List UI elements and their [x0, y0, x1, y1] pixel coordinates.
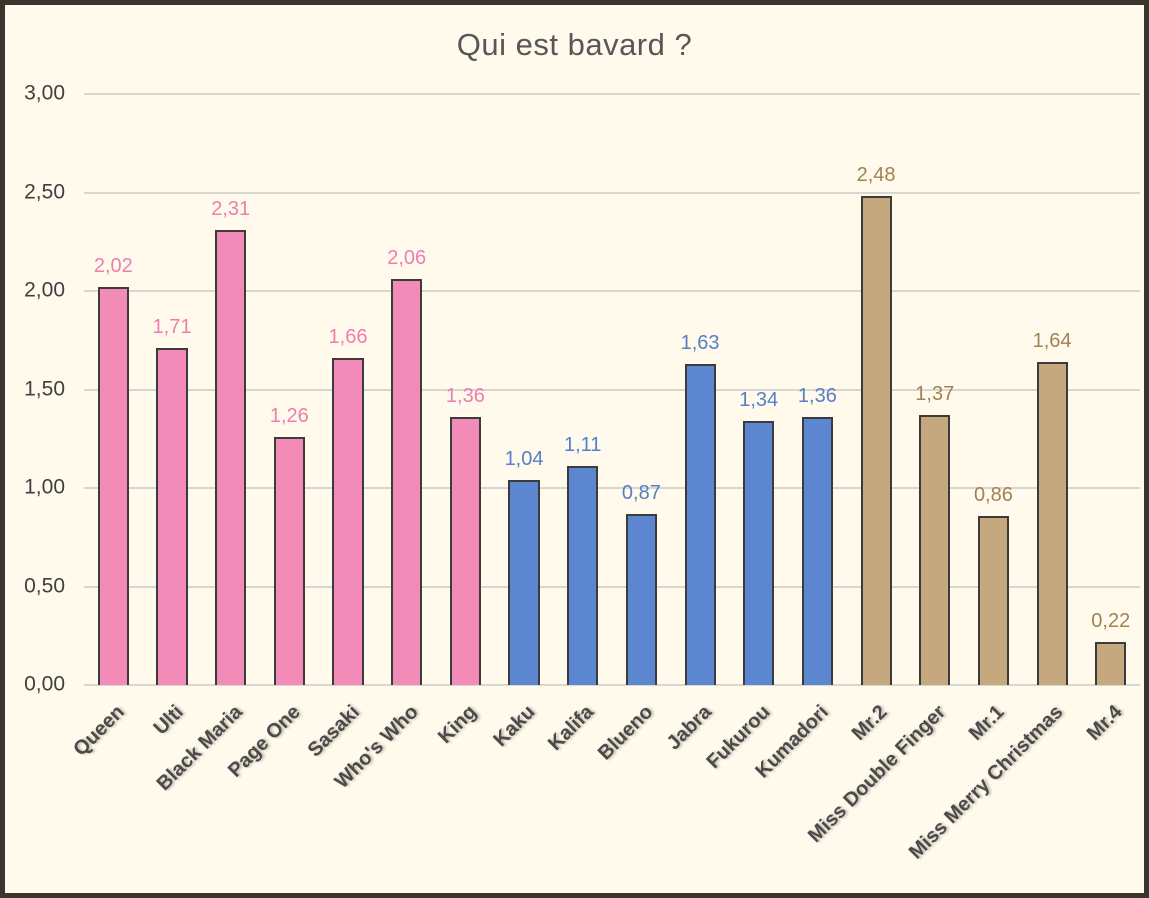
x-axis-slot: Who's Who [330, 687, 436, 893]
bar-slot: 2,31 [201, 94, 260, 685]
bar [919, 415, 951, 685]
gridline [84, 290, 1140, 292]
bar [215, 229, 247, 685]
bar-slot: 1,71 [143, 94, 202, 685]
bar-value-label: 2,31 [211, 197, 251, 220]
x-axis-category-label: Queen [69, 701, 129, 761]
bar-slot: 1,26 [260, 94, 319, 685]
bar-value-label: 1,63 [680, 331, 720, 354]
bar-value-label: 0,86 [973, 483, 1013, 506]
bar [1036, 361, 1068, 685]
bar [508, 480, 540, 685]
bar-slot: 1,63 [671, 94, 730, 685]
gridline [84, 191, 1140, 194]
bar-slot: 2,02 [84, 94, 143, 685]
bar [273, 436, 305, 685]
bar [1095, 641, 1127, 685]
y-axis-tick-label: 1,50 [24, 377, 65, 401]
bar-slot: 0,22 [1081, 94, 1140, 685]
y-axis: 0,00 0,50 1,00 1,50 2,00 2,50 3,00 [5, 82, 75, 696]
x-axis-category-label: Mr.1 [965, 701, 1009, 745]
x-axis-slot: Kumadori [751, 687, 847, 893]
bar-value-label: 1,11 [563, 434, 602, 457]
bar [567, 466, 599, 685]
y-axis-tick-label: 3,00 [24, 81, 65, 105]
bar [449, 417, 481, 685]
x-axis-slot: Mr.4 [1081, 687, 1140, 893]
bar-value-label: 1,36 [797, 385, 837, 408]
bar [801, 417, 833, 685]
bar-value-label: 1,04 [504, 448, 544, 471]
bar-value-label: 2,02 [93, 255, 133, 278]
x-axis-slot: Fukurou [702, 687, 788, 893]
x-axis-slot: Queen [69, 687, 143, 893]
bar-slot: 1,36 [436, 94, 495, 685]
chart-title: Qui est bavard ? [456, 27, 693, 62]
bar-slot: 1,04 [495, 94, 554, 685]
bar-value-label: 0,22 [1091, 609, 1131, 632]
bar-slot: 0,87 [612, 94, 671, 685]
x-axis-slot: Miss Merry Christmas [905, 687, 1082, 893]
y-axis-tick-label: 0,00 [24, 672, 65, 696]
bar-slot: 0,86 [964, 94, 1023, 685]
bar-value-label: 0,87 [621, 481, 661, 504]
bar-slot: 2,06 [377, 94, 436, 685]
bar [977, 515, 1009, 685]
x-axis-slot: Blueno [593, 687, 671, 893]
x-axis-category-label: Mr.2 [847, 701, 892, 745]
y-axis-tick-label: 2,00 [24, 278, 65, 302]
x-axis-slot: Kalifa [544, 687, 612, 893]
x-axis-slot: King [433, 687, 495, 893]
x-axis-category-label: Mr.4 [1082, 701, 1127, 745]
x-axis: Queen Ulti Black Maria Page One Sasaki Who's … [69, 687, 1140, 893]
bar-slot: 1,37 [905, 94, 964, 685]
gridline [84, 585, 1140, 588]
bar [332, 357, 364, 685]
bar-slot: 1,66 [319, 94, 378, 685]
bar-value-label: 1,37 [915, 383, 955, 406]
x-axis-slot: Miss Double Finger [804, 687, 964, 893]
x-axis-slot: Jabra [662, 687, 730, 893]
x-axis-category-label: Jabra [662, 701, 716, 755]
bar [684, 363, 716, 685]
bar [97, 287, 129, 685]
bar-value-label: 1,64 [1032, 329, 1072, 352]
y-axis-tick-label: 1,00 [24, 475, 65, 499]
bar-slot: 1,64 [1023, 94, 1082, 685]
bar [391, 279, 423, 685]
bar [156, 348, 188, 685]
bar [860, 196, 892, 685]
x-axis-slot: Black Maria [152, 687, 260, 893]
plot-area: 2,02 1,71 2,31 1,26 1,66 2,06 1,36 1,04 1,11 0,87… [84, 93, 1140, 686]
bar-value-label: 1,66 [328, 325, 368, 348]
y-axis-tick-label: 2,50 [24, 180, 65, 204]
gridline [84, 487, 1140, 489]
bar-slot: 1,11 [553, 94, 612, 685]
bar [743, 421, 775, 685]
bar-slot: 1,36 [788, 94, 847, 685]
bar-value-label: 1,36 [445, 385, 485, 408]
bar-slot: 2,48 [847, 94, 906, 685]
bar-value-label: 1,34 [739, 389, 779, 412]
gridline [84, 93, 1140, 95]
y-axis-tick-label: 0,50 [24, 574, 65, 598]
gridline [84, 684, 1140, 686]
bar-value-label: 1,71 [152, 316, 192, 339]
x-axis-slot: Kaku [489, 687, 554, 893]
x-axis-slot: Page One [224, 687, 319, 893]
bar-series: 2,02 1,71 2,31 1,26 1,66 2,06 1,36 1,04 1,11 0,87… [84, 94, 1140, 685]
bar-value-label: 2,48 [856, 164, 896, 187]
x-axis-category-label: Kalifa [544, 701, 599, 756]
x-axis-category-label: King [433, 701, 481, 748]
x-axis-category-label: Ulti [149, 701, 188, 740]
x-axis-category-label: Kaku [489, 701, 540, 752]
bar-value-label: 2,06 [387, 247, 427, 270]
bar [625, 513, 657, 685]
bar-slot: 1,34 [729, 94, 788, 685]
bar-value-label: 1,26 [269, 404, 309, 427]
gridline [84, 388, 1140, 391]
